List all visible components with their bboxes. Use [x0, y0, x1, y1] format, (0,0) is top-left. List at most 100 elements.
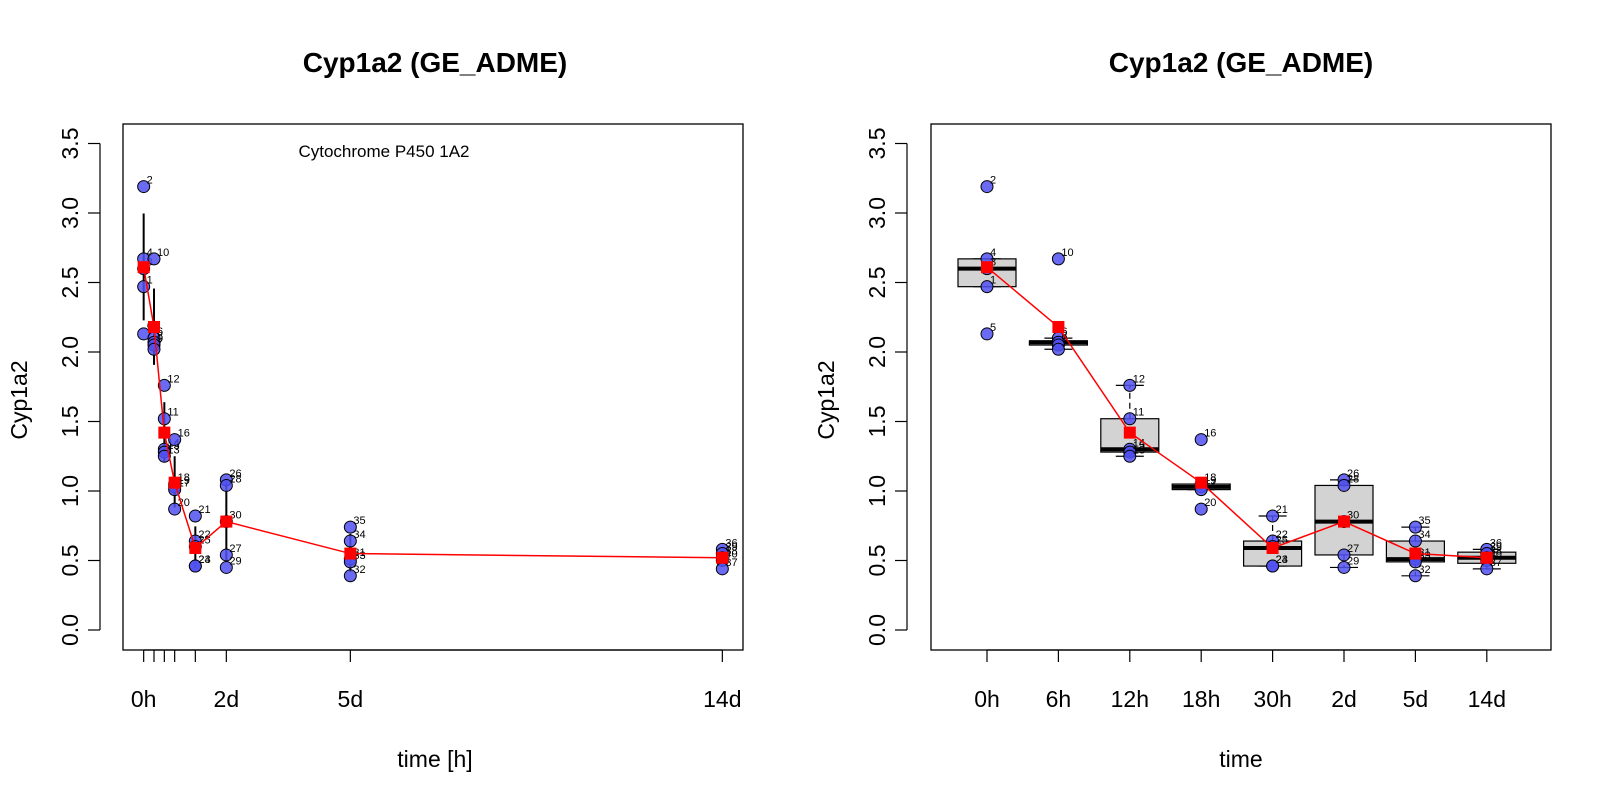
- right-point-label: 5: [990, 322, 996, 334]
- left-point-label: 8: [157, 330, 163, 342]
- left-x-axis: 0h 2d 5d 14d: [131, 649, 742, 712]
- left-mean-marker: [148, 320, 160, 333]
- left-point-label: 38: [725, 546, 737, 558]
- right-point-label: 39: [1490, 542, 1502, 554]
- right-point-label: 27: [1347, 543, 1359, 555]
- right-point-label: 13: [1133, 444, 1145, 456]
- right-plot-frame: [930, 123, 1552, 651]
- right-point-label: 1: [990, 275, 996, 287]
- right-x-tick-label: 0h: [974, 686, 1000, 712]
- right-mean-marker: [1052, 320, 1065, 333]
- left-x-tick-label: 2d: [214, 686, 240, 712]
- right-y-tick-label: 0.0: [864, 614, 890, 646]
- right-data-point: [1194, 502, 1208, 516]
- right-y-tick-label: 1.5: [864, 406, 890, 438]
- right-x-tick-label: 14d: [1468, 686, 1506, 712]
- right-y-axis: 0.0 0.5 1.0 1.5 2.0 2.5 3.0 3.5: [864, 128, 908, 646]
- left-y-tick-label: 0.5: [57, 545, 83, 577]
- right-point-label: 35: [1418, 515, 1430, 527]
- right-mean-marker: [981, 261, 993, 274]
- left-data-point: [343, 569, 357, 583]
- right-point-label: 19: [1204, 475, 1216, 487]
- right-x-tick-label: 12h: [1111, 686, 1149, 712]
- left-y-tick-label: 2.0: [57, 336, 83, 368]
- left-data-point: [168, 433, 182, 447]
- right-point-label: 11: [1133, 407, 1144, 419]
- right-data-point: [1194, 433, 1208, 447]
- right-point-label: 17: [1204, 478, 1216, 490]
- right-point-label: 10: [1061, 247, 1073, 259]
- right-point-label: 2: [990, 175, 996, 187]
- left-data-point: [219, 548, 233, 562]
- right-point-label: 26: [1347, 468, 1359, 480]
- left-point-label: 29: [229, 555, 241, 567]
- left-data-point: [343, 520, 357, 534]
- right-y-tick-label: 3.5: [864, 128, 890, 160]
- left-point-label: 6: [157, 326, 163, 338]
- right-point-label: 22: [1276, 529, 1288, 541]
- left-point-label: 9: [157, 333, 163, 345]
- left-x-tick-label: 14d: [703, 686, 741, 712]
- left-panel: Cyp1a2 (GE_ADME) Cytochrome P450 1A2 tim…: [6, 47, 744, 772]
- right-point-label: 6: [1061, 326, 1067, 338]
- right-panel: Cyp1a2 (GE_ADME) time Cyp1a2 0.0 0.5 1.0 1.…: [813, 47, 1552, 772]
- right-mean-marker: [1195, 476, 1208, 489]
- right-y-tick-label: 2.5: [864, 267, 890, 299]
- left-point-label: 18: [178, 472, 190, 484]
- right-x-axis: 0h 6h 12h 18h 30h 2d 5d 14d: [974, 649, 1506, 712]
- right-point-label: 29: [1347, 555, 1359, 567]
- left-point-label: 12: [167, 373, 179, 385]
- left-data-point: [137, 180, 151, 194]
- right-x-tick-label: 2d: [1331, 686, 1357, 712]
- left-data-point: [219, 478, 233, 492]
- right-y-tick-label: 2.0: [864, 336, 890, 368]
- left-point-label: 34: [353, 529, 365, 541]
- right-mean-marker: [1123, 426, 1136, 439]
- right-point-label: 15: [1133, 440, 1145, 452]
- right-point-label: 31: [1418, 547, 1430, 559]
- left-mean-marker: [168, 476, 181, 489]
- right-x-tick-label: 5d: [1403, 686, 1429, 712]
- right-data-point: [1051, 252, 1065, 266]
- right-point-label: 3: [990, 257, 996, 269]
- right-point-label: 18: [1204, 472, 1216, 484]
- right-point-label: 21: [1276, 504, 1288, 516]
- left-y-axis-label: Cyp1a2: [6, 360, 32, 439]
- left-data-point: [147, 252, 161, 266]
- right-data-point: [1123, 412, 1137, 426]
- left-point-label: 26: [229, 468, 241, 480]
- right-y-tick-label: 1.0: [864, 475, 890, 507]
- right-point-label: 24: [1276, 554, 1288, 566]
- left-mean-marker: [137, 261, 150, 274]
- left-data-point: [343, 534, 357, 548]
- right-x-axis-label: time: [1219, 746, 1262, 772]
- left-point-label: 2: [147, 175, 153, 187]
- left-data-point: [188, 559, 202, 573]
- right-point-label: 9: [1061, 333, 1067, 345]
- right-chart-title: Cyp1a2 (GE_ADME): [1109, 47, 1374, 78]
- left-point-label: 30: [229, 510, 241, 522]
- right-data-point: [1408, 534, 1422, 548]
- left-y-tick-label: 3.5: [57, 128, 83, 160]
- left-point-label: 7: [157, 337, 163, 349]
- right-point-label: 36: [1490, 537, 1502, 549]
- left-point-label: 28: [229, 473, 241, 485]
- right-data-point: [1337, 478, 1351, 492]
- right-data-point: [1337, 560, 1351, 574]
- left-point-label: 16: [178, 428, 190, 440]
- right-mean-line: [986, 266, 1487, 559]
- left-y-tick-label: 1.5: [57, 406, 83, 438]
- left-x-tick-label: 5d: [338, 686, 364, 712]
- left-mean-line: [142, 267, 723, 559]
- left-plot-frame: [122, 123, 744, 651]
- left-point-label: 4: [147, 247, 153, 259]
- left-mean-marker: [220, 515, 233, 528]
- right-point-label: 28: [1347, 473, 1359, 485]
- left-x-axis-label: time [h]: [397, 746, 472, 772]
- right-point-label: 33: [1418, 550, 1430, 562]
- right-point-label: 16: [1204, 428, 1216, 440]
- left-point-label: 21: [198, 504, 210, 516]
- left-mean-marker: [344, 547, 357, 560]
- left-point-label: 40: [725, 549, 737, 561]
